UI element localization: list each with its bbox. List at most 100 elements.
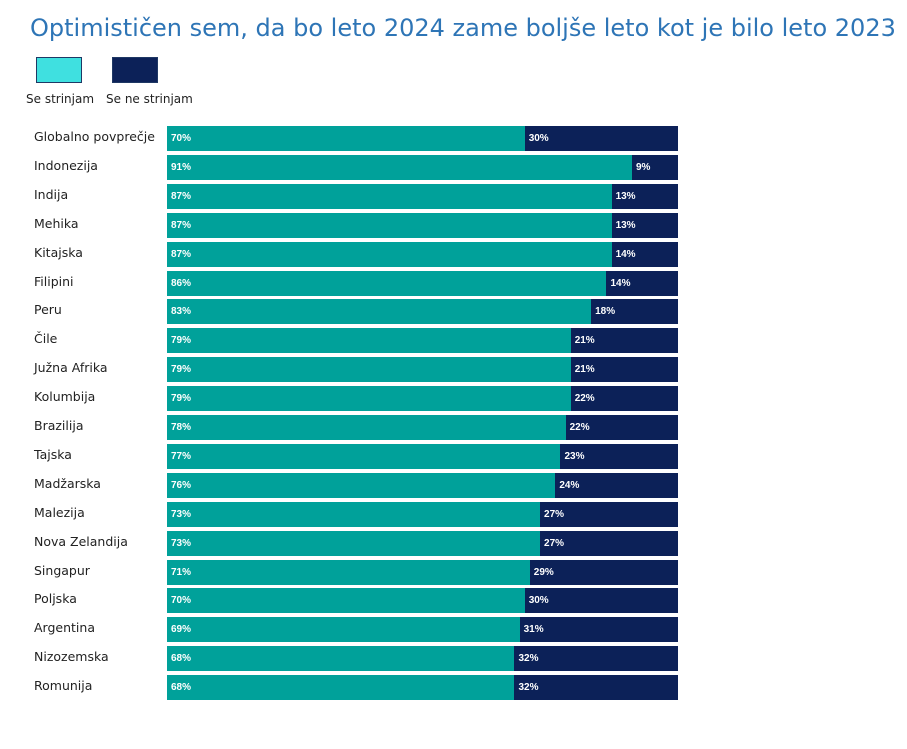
bar-agree xyxy=(167,299,592,325)
bar-agree xyxy=(167,212,612,238)
data-label-agree: 77% xyxy=(171,450,192,462)
row-label: Južna Afrika xyxy=(34,360,108,376)
data-label-disagree: 13% xyxy=(615,190,636,202)
bar-disagree xyxy=(611,212,678,238)
data-label-disagree: 13% xyxy=(615,219,636,231)
bar-disagree xyxy=(524,126,678,151)
bar-agree xyxy=(167,559,530,585)
bar-disagree xyxy=(570,357,678,383)
row-label: Čile xyxy=(34,331,58,347)
row-label: Malezija xyxy=(34,504,85,520)
row-label: Madžarska xyxy=(34,475,101,491)
bar-disagree xyxy=(540,530,678,556)
bar-disagree xyxy=(606,270,678,296)
row-label: Indija xyxy=(34,186,69,202)
bar-agree xyxy=(167,386,571,412)
data-label-disagree: 18% xyxy=(595,306,616,318)
row-label: Kitajska xyxy=(34,244,83,260)
bar-agree xyxy=(167,270,607,296)
data-label-agree: 87% xyxy=(171,190,192,202)
bar-agree xyxy=(167,617,520,643)
row-label: Nizozemska xyxy=(34,649,109,665)
data-label-disagree: 27% xyxy=(544,537,565,549)
bar-agree xyxy=(167,472,556,498)
data-label-agree: 71% xyxy=(171,566,192,578)
bar-disagree xyxy=(560,443,678,469)
bar-agree xyxy=(167,646,515,672)
bar-disagree xyxy=(570,328,678,354)
bar-disagree xyxy=(514,675,678,701)
data-label-disagree: 23% xyxy=(564,450,585,462)
row-label: Peru xyxy=(34,302,62,318)
data-label-disagree: 32% xyxy=(518,682,539,694)
bar-agree xyxy=(167,241,612,267)
bar-disagree xyxy=(565,415,678,440)
data-label-disagree: 32% xyxy=(518,653,539,665)
row-label: Globalno povprečje xyxy=(34,129,155,144)
row-label: Singapur xyxy=(34,562,90,578)
row-label: Mehika xyxy=(34,215,79,231)
data-label-agree: 87% xyxy=(171,219,192,231)
data-label-disagree: 30% xyxy=(528,595,549,607)
legend-label-disagree: Se ne strinjam xyxy=(106,92,193,106)
legend-label-agree: Se strinjam xyxy=(26,92,95,106)
bar-agree xyxy=(167,588,525,614)
row-label: Romunija xyxy=(34,678,93,694)
row-label: Kolumbija xyxy=(34,389,96,405)
data-label-agree: 79% xyxy=(171,335,192,347)
data-label-disagree: 21% xyxy=(574,364,595,376)
bar-agree xyxy=(167,530,541,556)
bar-disagree xyxy=(540,501,678,527)
data-label-disagree: 27% xyxy=(544,508,565,520)
data-label-disagree: 22% xyxy=(574,393,595,405)
bar-disagree xyxy=(611,241,678,267)
data-label-disagree: 9% xyxy=(636,161,651,173)
data-label-agree: 70% xyxy=(171,133,192,144)
row-label: Filipini xyxy=(34,273,74,289)
data-label-agree: 70% xyxy=(171,595,192,607)
data-label-agree: 91% xyxy=(171,161,192,173)
data-label-agree: 68% xyxy=(171,653,192,665)
data-label-agree: 86% xyxy=(171,277,192,289)
row-label: Poljska xyxy=(34,591,77,607)
bar-disagree xyxy=(555,472,678,498)
data-label-agree: 69% xyxy=(171,624,192,636)
bar-agree xyxy=(167,501,541,527)
bar-agree xyxy=(167,154,632,180)
bar-disagree xyxy=(570,386,678,412)
row-label: Argentina xyxy=(34,620,95,636)
chart-title: Optimističen sem, da bo leto 2024 zame b… xyxy=(30,14,896,42)
data-label-disagree: 30% xyxy=(528,133,549,144)
data-label-agree: 73% xyxy=(171,508,192,520)
bar-agree xyxy=(167,126,525,151)
bar-agree xyxy=(167,415,566,440)
bar-agree xyxy=(167,328,571,354)
bar-agree xyxy=(167,357,571,383)
bar-disagree xyxy=(529,559,678,585)
data-label-disagree: 29% xyxy=(533,566,554,578)
row-label: Brazilija xyxy=(34,418,84,433)
bar-disagree xyxy=(611,183,678,209)
bar-disagree xyxy=(514,646,678,672)
bar-agree xyxy=(167,443,561,469)
data-label-agree: 79% xyxy=(171,393,192,405)
legend-swatch-agree xyxy=(36,57,82,83)
data-label-disagree: 22% xyxy=(569,422,590,433)
data-label-disagree: 14% xyxy=(615,248,636,260)
data-label-disagree: 24% xyxy=(559,479,580,491)
bar-disagree xyxy=(632,154,678,180)
bar-disagree xyxy=(524,588,678,614)
data-label-agree: 79% xyxy=(171,364,192,376)
bar-agree xyxy=(167,675,515,701)
bar-agree xyxy=(167,183,612,209)
row-label: Nova Zelandija xyxy=(34,533,128,549)
bar-disagree xyxy=(591,299,678,325)
data-label-agree: 83% xyxy=(171,306,192,318)
data-label-agree: 87% xyxy=(171,248,192,260)
legend-swatch-disagree xyxy=(112,57,158,83)
data-label-disagree: 21% xyxy=(574,335,595,347)
row-label: Tajska xyxy=(34,446,72,462)
data-label-agree: 68% xyxy=(171,682,192,694)
row-label: Indonezija xyxy=(34,157,98,173)
data-label-agree: 76% xyxy=(171,479,192,491)
